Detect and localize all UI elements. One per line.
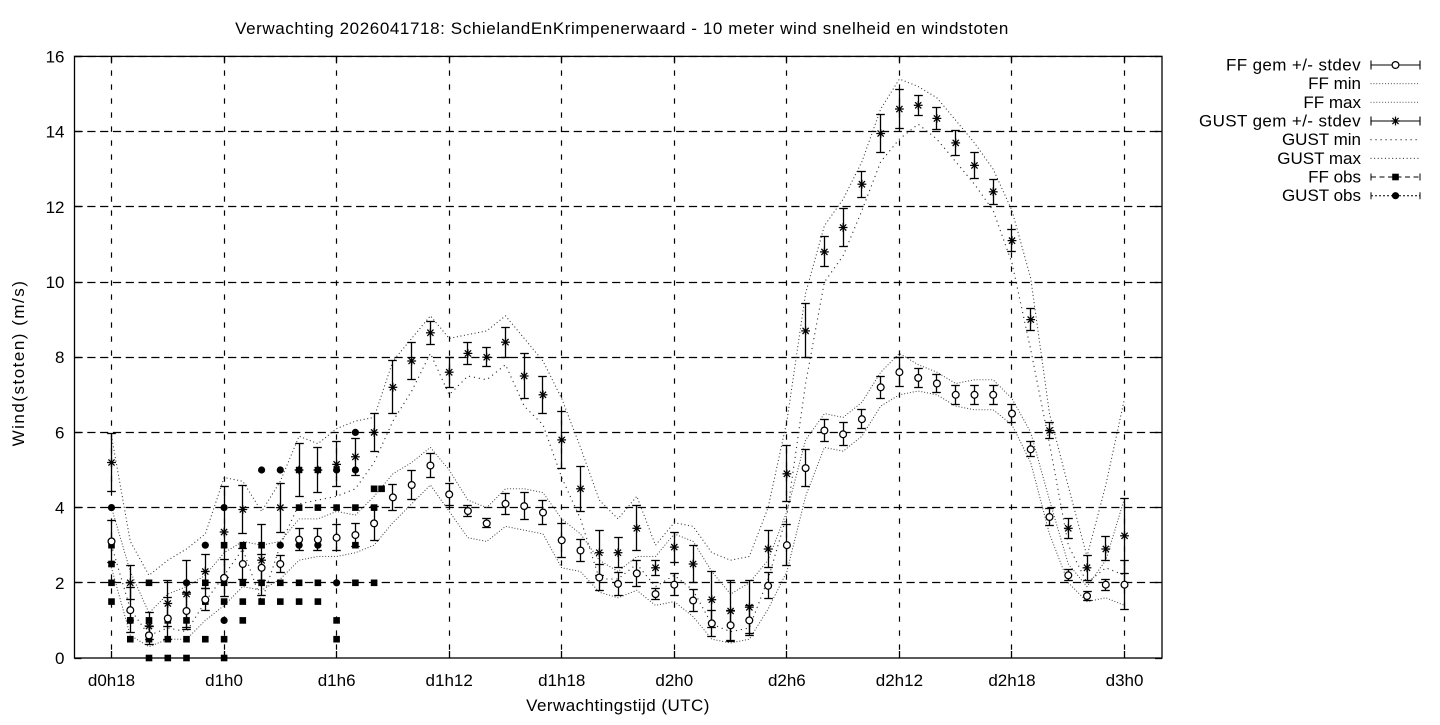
svg-text:FF max: FF max bbox=[1303, 93, 1361, 112]
svg-text:d2h6: d2h6 bbox=[768, 671, 806, 690]
svg-text:FF gem +/- stdev: FF gem +/- stdev bbox=[1226, 56, 1361, 75]
svg-text:6: 6 bbox=[55, 423, 64, 442]
svg-text:GUST max: GUST max bbox=[1277, 149, 1361, 168]
svg-text:FF obs: FF obs bbox=[1308, 168, 1361, 187]
svg-text:d1h12: d1h12 bbox=[426, 671, 473, 690]
svg-text:d0h18: d0h18 bbox=[88, 671, 135, 690]
svg-text:d2h12: d2h12 bbox=[876, 671, 923, 690]
svg-text:Verwachting 2026041718: Schiel: Verwachting 2026041718: SchielandEnKrimp… bbox=[235, 19, 1009, 38]
svg-text:d2h18: d2h18 bbox=[988, 671, 1035, 690]
svg-text:d1h18: d1h18 bbox=[538, 671, 585, 690]
svg-text:4: 4 bbox=[55, 499, 64, 518]
svg-text:12: 12 bbox=[46, 198, 65, 217]
svg-text:d3h0: d3h0 bbox=[1106, 671, 1144, 690]
svg-text:d1h6: d1h6 bbox=[318, 671, 356, 690]
svg-text:Wind(stoten) (m/s): Wind(stoten) (m/s) bbox=[9, 280, 28, 447]
svg-text:d2h0: d2h0 bbox=[655, 671, 693, 690]
svg-text:8: 8 bbox=[55, 348, 64, 367]
svg-text:FF min: FF min bbox=[1308, 74, 1361, 93]
svg-text:10: 10 bbox=[46, 273, 65, 292]
svg-text:0: 0 bbox=[55, 649, 64, 668]
svg-text:GUST min: GUST min bbox=[1282, 130, 1361, 149]
svg-text:Verwachtingstijd (UTC): Verwachtingstijd (UTC) bbox=[526, 696, 710, 715]
svg-text:d1h0: d1h0 bbox=[205, 671, 243, 690]
svg-text:GUST gem +/- stdev: GUST gem +/- stdev bbox=[1199, 112, 1361, 131]
svg-text:14: 14 bbox=[46, 123, 65, 142]
svg-text:16: 16 bbox=[46, 47, 65, 66]
svg-text:GUST obs: GUST obs bbox=[1282, 186, 1361, 205]
svg-text:2: 2 bbox=[55, 574, 64, 593]
